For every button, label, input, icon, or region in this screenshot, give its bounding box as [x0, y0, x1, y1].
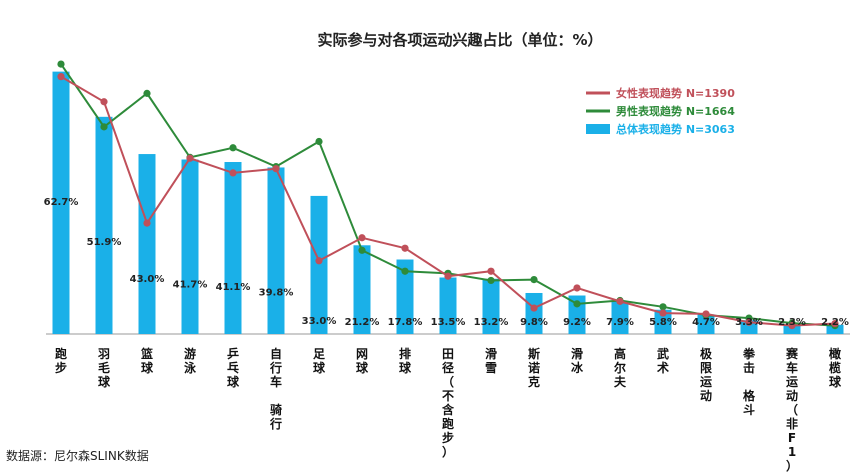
bar-6	[310, 195, 328, 334]
series-point	[788, 322, 796, 330]
series-point	[444, 272, 452, 280]
series-point	[831, 319, 839, 328]
value-label-0: 62.7%	[44, 197, 79, 208]
series-point	[616, 297, 624, 305]
bar-13	[611, 300, 629, 334]
series-point	[573, 284, 581, 292]
bar-2	[138, 154, 156, 334]
value-label-6: 33.0%	[302, 316, 337, 327]
legend-swatch-2	[586, 124, 610, 134]
value-label-4: 41.1%	[216, 282, 251, 293]
value-label-2: 43.0%	[130, 274, 165, 285]
category-label-2: 篮球	[140, 346, 154, 375]
category-label-3: 游泳	[184, 346, 197, 375]
series-point	[229, 169, 237, 177]
value-label-10: 13.2%	[474, 317, 509, 328]
series-point	[530, 276, 538, 284]
series-point	[143, 219, 151, 227]
series-point	[57, 60, 65, 68]
chart-title: 实际参与对各项运动兴趣占比（单位：%）	[317, 31, 602, 49]
bar-5	[267, 167, 285, 334]
bar-1	[95, 116, 113, 335]
category-label-5: 自行车 骑行	[269, 346, 282, 431]
series-point	[530, 304, 538, 312]
series-point	[315, 137, 323, 146]
category-label-13: 高尔夫	[613, 346, 627, 389]
value-label-14: 5.8%	[649, 317, 677, 328]
legend: 女性表现趋势 N=1390 男性表现趋势 N=1664 总体表现趋势 N=3063	[586, 86, 735, 136]
value-label-15: 4.7%	[692, 317, 720, 328]
legend-label-1: 男性表现趋势 N=1664	[616, 104, 735, 118]
series-point	[358, 246, 366, 254]
series-point	[186, 154, 194, 162]
category-label-6: 足球	[313, 347, 326, 375]
series-point	[143, 89, 151, 97]
series-point	[315, 257, 323, 265]
bar-9	[439, 277, 457, 334]
category-label-17: 赛车运动（非 F 1）	[785, 346, 799, 472]
category-label-1: 羽毛球	[98, 347, 111, 389]
value-label-12: 9.2%	[563, 317, 591, 328]
series-point	[100, 123, 108, 131]
bar-12	[568, 295, 586, 334]
value-label-9: 13.5%	[431, 317, 466, 328]
legend-label-2: 总体表现趋势 N=3063	[616, 122, 735, 136]
category-label-4: 乒乓球	[227, 346, 240, 389]
category-label-7: 网球	[356, 347, 369, 375]
legend-label-0: 女性表现趋势 N=1390	[616, 86, 735, 100]
bar-14	[654, 309, 672, 334]
series-point	[487, 267, 495, 275]
value-label-7: 21.2%	[345, 317, 380, 328]
category-label-9: 田径（不含跑步）	[442, 347, 455, 459]
series-point	[401, 244, 409, 252]
series-point	[573, 300, 581, 308]
category-label-14: 武术	[656, 346, 669, 375]
series-point	[100, 98, 108, 106]
category-label-11: 斯诺克	[528, 346, 540, 389]
source-note: 数据源：尼尔森SLINK数据	[6, 449, 149, 463]
series-point	[745, 318, 753, 326]
bar-15	[697, 314, 715, 334]
bar-7	[353, 245, 371, 334]
value-label-11: 9.8%	[520, 317, 548, 328]
series-point	[487, 276, 495, 285]
value-label-17: 2.3%	[778, 317, 806, 328]
category-label-8: 排球	[399, 346, 412, 375]
category-label-18: 橄榄球	[829, 346, 842, 389]
bar-8	[396, 259, 414, 334]
value-label-5: 39.8%	[259, 287, 294, 298]
value-label-8: 17.8%	[388, 317, 423, 328]
value-label-16: 3.3%	[735, 317, 763, 328]
category-label-16: 拳击 格斗	[742, 346, 756, 417]
series-point	[659, 309, 667, 317]
bar-10	[482, 278, 500, 334]
bar-16	[740, 320, 758, 334]
bar-18	[826, 324, 844, 334]
bar-3	[181, 159, 199, 334]
category-label-15: 极限运动	[700, 346, 713, 403]
bar-4	[224, 162, 242, 334]
value-label-13: 7.9%	[606, 317, 634, 328]
series-point	[57, 73, 65, 81]
category-label-0: 跑步	[55, 346, 67, 375]
category-label-12: 滑冰	[571, 346, 584, 375]
series-point	[229, 144, 237, 152]
category-label-10: 滑雪	[485, 346, 497, 375]
series-point	[702, 310, 710, 318]
value-label-1: 51.9%	[87, 237, 122, 248]
series-point	[358, 234, 366, 242]
value-label-18: 2.2%	[821, 317, 849, 328]
series-point	[272, 165, 280, 173]
bar-0	[52, 71, 70, 334]
value-label-3: 41.7%	[173, 280, 208, 291]
series-point	[659, 303, 667, 311]
series-point	[401, 267, 409, 275]
